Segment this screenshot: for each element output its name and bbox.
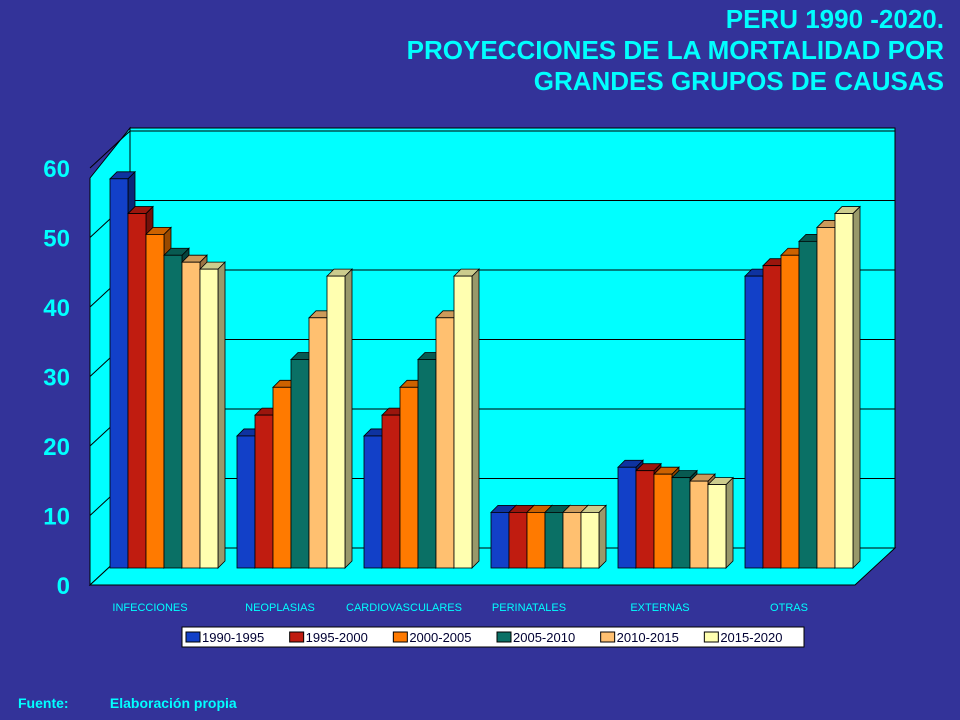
title-line-1: PERU 1990 -2020. — [725, 4, 944, 34]
legend-swatch — [703, 631, 719, 643]
bar-2015-2020-otras — [834, 205, 861, 569]
legend-label: 2010-2015 — [617, 630, 679, 645]
y-tick-label: 0 — [57, 573, 70, 600]
y-tick-label: 20 — [43, 434, 70, 461]
category-label-perinatales: PERINATALES — [492, 602, 566, 614]
legend-entry-2010-2015: 2010-2015 — [600, 630, 679, 645]
legend-label: 2015-2020 — [720, 630, 782, 645]
chart-title: PERU 1990 -2020. PROYECCIONES DE LA MORT… — [407, 4, 944, 97]
legend-swatch — [600, 631, 616, 643]
category-label-cardiovasculares: CARDIOVASCULARES — [346, 602, 462, 614]
legend-box — [181, 626, 805, 648]
legend-swatch — [289, 631, 305, 643]
y-tick-label: 10 — [43, 504, 70, 531]
legend-swatch — [496, 631, 512, 643]
category-label-otras: OTRAS — [770, 602, 808, 614]
legend-label: 2005-2010 — [513, 630, 575, 645]
category-label-externas: EXTERNAS — [630, 602, 689, 614]
legend-entry-2005-2010: 2005-2010 — [496, 630, 575, 645]
legend-entry-2015-2020: 2015-2020 — [703, 630, 783, 645]
y-tick-label: 30 — [43, 365, 70, 392]
y-tick-label: 60 — [43, 156, 70, 183]
bar-chart: 0 10 20 30 40 50 60 INFECCIONES NEOPLASIAS CARDI… — [43, 126, 897, 648]
y-tick-label: 40 — [43, 295, 70, 322]
category-label-infecciones: INFECCIONES — [112, 602, 187, 614]
gridline — [89, 130, 895, 169]
title-line-2: PROYECCIONES DE LA MORTALIDAD POR — [406, 35, 944, 65]
source-value: Elaboración propia — [109, 695, 237, 711]
legend-label: 2000-2005 — [409, 630, 471, 645]
source-note: Fuente: Elaboración propia — [18, 695, 237, 711]
legend-entry-2000-2005: 2000-2005 — [392, 630, 472, 645]
legend-swatch — [185, 631, 201, 643]
legend-swatch — [392, 631, 408, 643]
legend-entry-1995-2000: 1995-2000 — [289, 630, 368, 645]
category-label-neoplasias: NEOPLASIAS — [245, 602, 315, 614]
title-line-3: GRANDES GRUPOS DE CAUSAS — [533, 66, 944, 96]
bar-2015-2020-infecciones — [199, 261, 226, 569]
bar-2015-2020-perinatales — [580, 504, 607, 569]
legend-entry-1990-1995: 1990-1995 — [185, 630, 264, 645]
y-tick-label: 50 — [43, 226, 70, 253]
source-label: Fuente: — [18, 695, 69, 711]
legend-label: 1995-2000 — [306, 630, 368, 645]
bar-2015-2020-externas — [707, 476, 734, 569]
legend-label: 1990-1995 — [202, 630, 264, 645]
bar-2015-2020-cardiovasculares — [453, 268, 480, 569]
bar-2015-2020-neoplasias — [326, 268, 353, 569]
